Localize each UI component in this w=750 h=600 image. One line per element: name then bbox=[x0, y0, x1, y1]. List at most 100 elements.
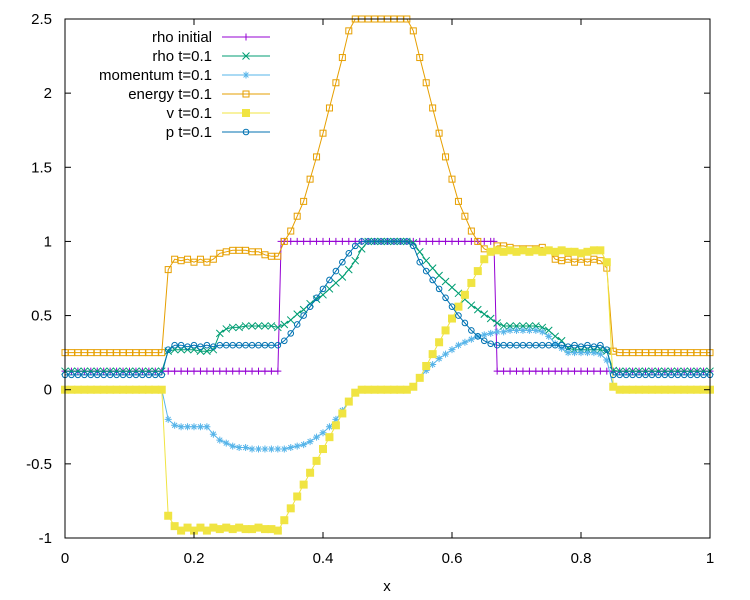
series-line bbox=[65, 240, 710, 376]
data-point bbox=[493, 328, 501, 336]
data-point bbox=[474, 333, 482, 340]
data-point bbox=[209, 367, 217, 375]
data-point bbox=[397, 238, 404, 245]
data-point bbox=[267, 322, 276, 330]
y-tick-label: 2.5 bbox=[31, 11, 52, 28]
data-point bbox=[229, 442, 237, 450]
data-point bbox=[197, 343, 204, 351]
data-point bbox=[87, 371, 95, 379]
data-point bbox=[300, 197, 308, 205]
data-point bbox=[215, 329, 224, 338]
data-point bbox=[442, 237, 450, 245]
data-point bbox=[145, 371, 153, 379]
data-point bbox=[480, 310, 489, 318]
data-point bbox=[377, 238, 385, 245]
data-point bbox=[229, 367, 237, 375]
data-point bbox=[280, 516, 289, 525]
data-point bbox=[248, 445, 256, 453]
data-point bbox=[442, 153, 450, 161]
data-point bbox=[267, 445, 275, 453]
data-point bbox=[422, 79, 430, 87]
data-point bbox=[222, 325, 231, 333]
data-point bbox=[254, 322, 263, 330]
data-point bbox=[467, 237, 475, 245]
data-point bbox=[190, 423, 198, 431]
data-point bbox=[564, 349, 572, 357]
data-point bbox=[551, 332, 560, 341]
data-point bbox=[493, 367, 501, 375]
data-point bbox=[409, 27, 417, 35]
data-point bbox=[500, 341, 507, 349]
legend-marker bbox=[242, 52, 250, 60]
data-point bbox=[287, 227, 295, 235]
data-point bbox=[119, 371, 127, 379]
data-point bbox=[184, 367, 192, 375]
data-point bbox=[480, 331, 488, 339]
series-6 bbox=[61, 238, 714, 379]
data-point bbox=[384, 238, 391, 245]
data-point bbox=[203, 341, 211, 349]
data-point bbox=[454, 197, 462, 205]
series-5 bbox=[61, 246, 714, 535]
data-point bbox=[280, 320, 289, 329]
data-point bbox=[422, 361, 431, 370]
legend-label: v t=0.1 bbox=[167, 105, 212, 122]
x-tick-label: 0.4 bbox=[313, 550, 334, 567]
data-point bbox=[177, 341, 185, 349]
data-point bbox=[332, 79, 340, 87]
data-point bbox=[235, 523, 244, 532]
data-point bbox=[80, 385, 89, 394]
data-point bbox=[571, 341, 578, 349]
data-point bbox=[345, 237, 353, 245]
data-point bbox=[325, 237, 333, 245]
data-point bbox=[139, 371, 146, 379]
legend-label: momentum t=0.1 bbox=[99, 67, 212, 84]
data-point bbox=[461, 237, 469, 245]
legend-marker bbox=[242, 109, 250, 117]
data-point bbox=[513, 341, 520, 349]
data-point bbox=[532, 341, 540, 349]
data-point bbox=[577, 349, 585, 357]
data-point bbox=[435, 285, 443, 293]
data-point bbox=[164, 346, 172, 353]
data-point bbox=[461, 338, 469, 346]
data-point bbox=[339, 258, 346, 266]
data-point bbox=[300, 312, 307, 319]
data-point bbox=[480, 237, 488, 245]
data-point bbox=[602, 258, 611, 267]
data-point bbox=[700, 371, 707, 379]
plot-frame bbox=[64, 18, 711, 539]
data-point bbox=[106, 371, 114, 379]
data-point bbox=[506, 367, 514, 375]
data-point bbox=[467, 227, 475, 235]
data-point bbox=[429, 237, 437, 245]
data-point bbox=[235, 444, 243, 452]
data-point bbox=[558, 367, 566, 375]
data-point bbox=[538, 367, 546, 375]
data-point bbox=[235, 341, 243, 349]
y-tick-label: 1 bbox=[44, 233, 52, 250]
data-point bbox=[545, 341, 553, 349]
data-point bbox=[448, 303, 456, 310]
data-point bbox=[571, 349, 579, 357]
data-point bbox=[435, 129, 443, 137]
data-point bbox=[454, 289, 463, 298]
data-point bbox=[642, 371, 649, 379]
data-point bbox=[461, 319, 469, 327]
data-point bbox=[319, 445, 327, 454]
data-point bbox=[203, 347, 211, 356]
data-point bbox=[429, 361, 437, 369]
x-tick-label: 0 bbox=[61, 550, 69, 567]
data-point bbox=[222, 341, 230, 349]
data-point bbox=[203, 423, 211, 431]
data-point bbox=[325, 433, 334, 442]
data-point bbox=[152, 371, 159, 379]
data-point bbox=[196, 367, 204, 375]
data-point bbox=[448, 175, 456, 183]
data-point bbox=[281, 337, 288, 345]
data-point bbox=[454, 341, 462, 349]
data-point bbox=[454, 237, 462, 245]
data-point bbox=[583, 367, 591, 375]
data-point bbox=[344, 397, 353, 406]
data-point bbox=[177, 367, 185, 375]
